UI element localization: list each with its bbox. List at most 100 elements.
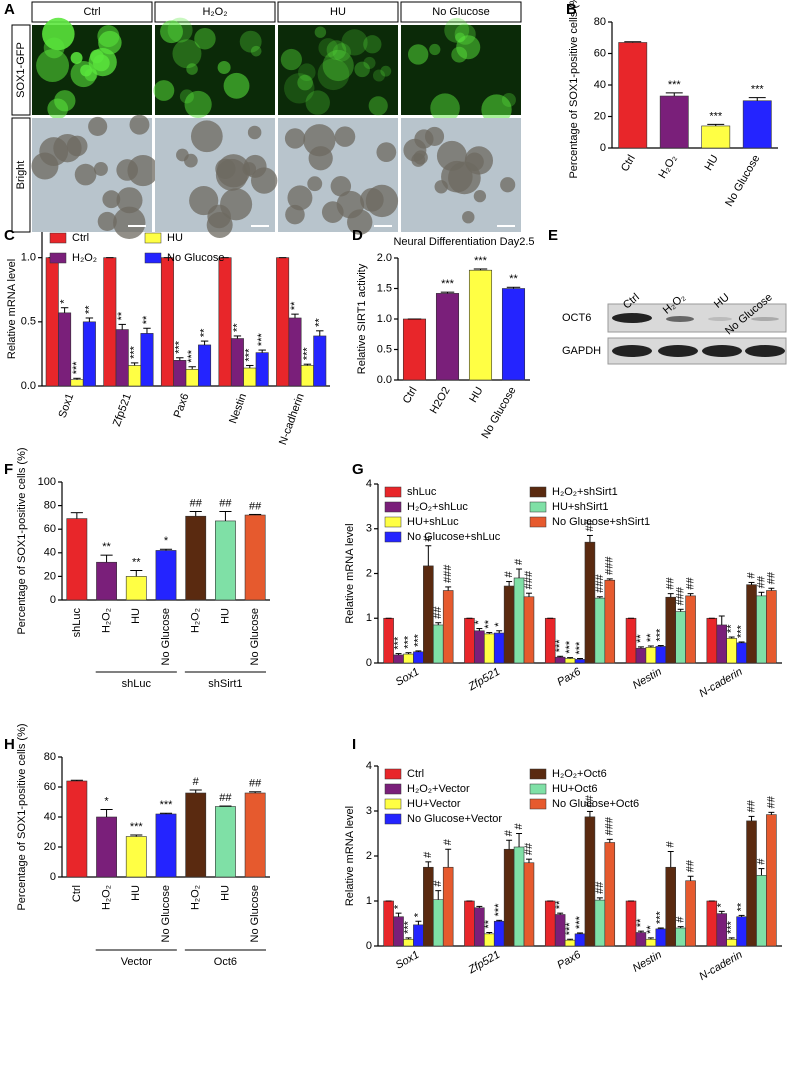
y-tick-label: 40 xyxy=(594,79,606,91)
bar xyxy=(756,595,767,664)
bar xyxy=(659,95,689,149)
error-bar xyxy=(728,937,735,940)
y-axis-label: Relative SIRT1 activity xyxy=(356,263,368,374)
bright-sphere xyxy=(220,188,253,221)
error-bar xyxy=(738,641,745,643)
bright-sphere xyxy=(127,154,159,187)
error-bar xyxy=(667,593,674,598)
bar xyxy=(215,806,236,878)
bar xyxy=(96,816,117,878)
panel-letter: A xyxy=(4,1,15,18)
bar xyxy=(766,814,777,947)
bar xyxy=(442,590,454,664)
legend-label: H₂O₂+Vector xyxy=(407,783,470,795)
gfp-sphere xyxy=(179,89,194,104)
bright-sphere xyxy=(97,211,117,232)
gfp-sphere xyxy=(186,63,198,75)
y-axis-label: Relative mRNA level xyxy=(344,806,356,906)
x-tick-label: Ctrl xyxy=(71,885,83,902)
gfp-sphere xyxy=(317,58,350,91)
significance-label: ## xyxy=(684,577,696,590)
y-tick-label: 20 xyxy=(44,841,56,853)
column-header xyxy=(400,1,522,23)
significance-label: *** xyxy=(256,333,268,347)
panel-letter: E xyxy=(548,227,558,244)
gfp-sphere xyxy=(314,26,327,38)
bar xyxy=(645,938,657,947)
gfp-sphere xyxy=(184,90,212,119)
significance-label: ** xyxy=(116,311,128,320)
bright-sphere xyxy=(284,128,306,149)
significance-label: ** xyxy=(509,273,518,285)
chart-title: Neural Differentiation Day2.5 xyxy=(393,236,534,248)
bar xyxy=(58,312,72,387)
panel-letter: H xyxy=(4,736,15,753)
significance-label: *** xyxy=(574,641,586,655)
bright-sphere xyxy=(473,189,487,203)
error-bar xyxy=(637,930,644,933)
significance-label: *** xyxy=(736,624,748,638)
x-tick-label: Zfp521 xyxy=(466,949,503,977)
bright-sphere xyxy=(376,142,397,163)
significance-label: *** xyxy=(751,84,765,96)
bar xyxy=(685,880,696,947)
error-bar xyxy=(291,313,299,318)
gfp-image xyxy=(278,25,398,115)
error-bar xyxy=(758,868,765,876)
blot-band xyxy=(612,345,652,357)
bright-sphere xyxy=(74,163,97,186)
error-bar xyxy=(624,41,642,43)
error-bar xyxy=(718,910,725,914)
significance-label: *** xyxy=(474,255,488,267)
legend-swatch xyxy=(384,516,402,528)
significance-label: ** xyxy=(645,925,657,934)
significance-label: *** xyxy=(160,799,174,811)
error-bar xyxy=(665,92,683,97)
significance-label: *** xyxy=(574,915,586,929)
bar xyxy=(185,369,199,387)
significance-label: ## xyxy=(665,577,677,590)
significance-label: *** xyxy=(130,821,144,833)
y-tick-label: 0 xyxy=(366,657,372,669)
error-bar xyxy=(687,593,694,596)
gfp-sphere xyxy=(444,17,470,43)
bar xyxy=(564,939,576,947)
gfp-sphere xyxy=(88,48,117,77)
gfp-sphere xyxy=(354,61,370,78)
error-bar xyxy=(189,511,202,517)
column-header xyxy=(154,1,276,23)
error-bar xyxy=(748,815,755,821)
bar xyxy=(128,365,142,387)
y-tick-label: 20 xyxy=(594,110,606,122)
bar xyxy=(474,630,485,664)
gfp-sphere xyxy=(456,35,481,60)
y-tick-label: 3 xyxy=(366,805,372,817)
bright-sphere xyxy=(334,126,356,147)
error-bar xyxy=(435,622,442,625)
panel-letter: D xyxy=(352,227,363,244)
significance-label: *** xyxy=(441,278,455,290)
legend-label: No Glucose+Vector xyxy=(407,813,502,825)
gfp-sphere xyxy=(455,32,466,43)
error-bar xyxy=(687,875,694,881)
significance-label: # xyxy=(503,571,515,578)
blot-band xyxy=(702,345,742,357)
x-tick-label: Ctrl xyxy=(401,385,420,406)
bright-sphere xyxy=(330,176,352,197)
y-tick-label: 0 xyxy=(50,594,56,606)
significance-label: ## xyxy=(219,497,232,509)
column-label: No Glucose xyxy=(432,6,489,18)
panel-letter: G xyxy=(352,461,364,478)
error-bar xyxy=(143,327,151,334)
bar xyxy=(218,257,232,387)
error-bar xyxy=(486,632,493,634)
significance-label: *** xyxy=(564,640,576,654)
x-tick-label: H₂O₂ xyxy=(656,153,679,181)
x-tick-label: Sox1 xyxy=(56,392,76,420)
error-bar xyxy=(637,646,644,649)
significance-label: ## xyxy=(190,497,203,509)
error-bar xyxy=(246,364,254,369)
bright-sphere xyxy=(129,114,150,135)
bar xyxy=(423,866,434,947)
